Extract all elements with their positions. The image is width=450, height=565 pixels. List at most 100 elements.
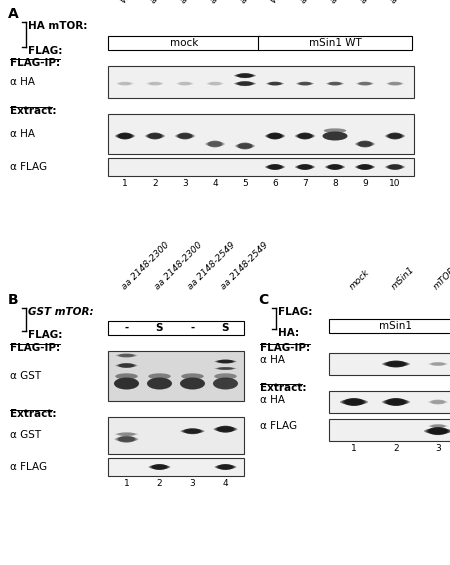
Text: 4: 4 (223, 479, 228, 488)
Ellipse shape (356, 82, 374, 85)
Ellipse shape (431, 399, 445, 405)
Ellipse shape (326, 82, 344, 85)
Text: -: - (124, 323, 129, 333)
Ellipse shape (265, 133, 285, 138)
Ellipse shape (355, 142, 375, 146)
Ellipse shape (147, 82, 162, 85)
Text: FLAG-IP:: FLAG-IP: (260, 343, 310, 353)
Ellipse shape (118, 432, 135, 436)
Text: S: S (156, 323, 163, 333)
Ellipse shape (429, 362, 446, 366)
Ellipse shape (114, 433, 139, 436)
Ellipse shape (177, 82, 193, 85)
Ellipse shape (269, 81, 281, 86)
Ellipse shape (214, 373, 237, 379)
Ellipse shape (386, 398, 406, 406)
Ellipse shape (357, 82, 373, 85)
Text: 5: 5 (242, 179, 248, 188)
Text: α FLAG: α FLAG (10, 162, 47, 172)
Ellipse shape (218, 464, 233, 470)
Ellipse shape (206, 82, 224, 85)
Ellipse shape (385, 133, 405, 138)
Text: 9: 9 (362, 179, 368, 188)
Ellipse shape (184, 428, 201, 434)
Ellipse shape (237, 143, 253, 149)
Text: FLAG:: FLAG: (278, 307, 312, 317)
Ellipse shape (389, 81, 401, 86)
Bar (108, 458, 244, 476)
Ellipse shape (178, 133, 192, 140)
Ellipse shape (324, 128, 346, 133)
Ellipse shape (180, 429, 204, 433)
Ellipse shape (431, 362, 445, 366)
Text: mSin1: mSin1 (390, 264, 416, 291)
Text: aa 1-1485: aa 1-1485 (209, 0, 248, 5)
Ellipse shape (382, 362, 410, 367)
Ellipse shape (148, 133, 162, 140)
Ellipse shape (152, 464, 167, 470)
Ellipse shape (209, 81, 221, 86)
Text: S: S (222, 323, 229, 333)
Text: 6: 6 (272, 179, 278, 188)
Ellipse shape (387, 82, 403, 85)
Bar (108, 36, 260, 50)
Text: aa 1-1485: aa 1-1485 (359, 0, 397, 5)
Ellipse shape (426, 428, 450, 434)
Text: -: - (190, 323, 194, 333)
Text: 1: 1 (351, 444, 357, 453)
Ellipse shape (342, 398, 366, 406)
Ellipse shape (218, 359, 233, 363)
Text: mock: mock (170, 38, 198, 48)
Ellipse shape (145, 133, 165, 138)
Text: Extract:: Extract: (260, 383, 306, 393)
Text: aa 1-2191: aa 1-2191 (299, 0, 338, 5)
Ellipse shape (234, 82, 256, 85)
Ellipse shape (215, 367, 237, 370)
Ellipse shape (181, 373, 204, 379)
Ellipse shape (296, 82, 314, 85)
Ellipse shape (118, 133, 132, 140)
Bar (329, 353, 450, 375)
Ellipse shape (431, 424, 445, 428)
Ellipse shape (119, 363, 134, 368)
Ellipse shape (340, 399, 368, 405)
Text: α HA: α HA (10, 129, 35, 139)
Text: 4: 4 (212, 179, 218, 188)
Text: α FLAG: α FLAG (10, 462, 47, 472)
Ellipse shape (429, 400, 446, 404)
Ellipse shape (117, 363, 136, 368)
Ellipse shape (355, 165, 375, 169)
Ellipse shape (205, 142, 225, 146)
Text: aa 2148-2300: aa 2148-2300 (120, 240, 171, 291)
Ellipse shape (236, 73, 254, 78)
Text: mock: mock (348, 267, 371, 291)
Text: aa 1-1967: aa 1-1967 (179, 0, 217, 5)
Ellipse shape (384, 361, 408, 367)
Ellipse shape (114, 437, 139, 442)
Ellipse shape (148, 81, 161, 86)
Bar (108, 158, 414, 176)
Text: 3: 3 (189, 479, 195, 488)
Ellipse shape (268, 164, 282, 170)
Ellipse shape (429, 424, 446, 428)
Text: α HA: α HA (260, 395, 285, 405)
Text: A: A (8, 7, 19, 21)
Text: α HA: α HA (10, 77, 35, 87)
Ellipse shape (424, 428, 450, 434)
Ellipse shape (216, 360, 235, 363)
Ellipse shape (327, 82, 342, 85)
Ellipse shape (387, 133, 404, 139)
Text: aa 1-2191: aa 1-2191 (148, 0, 187, 5)
Ellipse shape (428, 400, 448, 404)
Text: B: B (8, 293, 18, 307)
Text: mSin1 WT: mSin1 WT (309, 38, 361, 48)
Text: 1: 1 (124, 479, 130, 488)
Ellipse shape (215, 360, 237, 363)
Bar (108, 114, 414, 154)
Ellipse shape (267, 82, 283, 85)
Ellipse shape (207, 82, 223, 85)
Text: HA:: HA: (278, 328, 299, 338)
Ellipse shape (356, 141, 374, 147)
Ellipse shape (176, 82, 194, 85)
Ellipse shape (266, 82, 284, 85)
